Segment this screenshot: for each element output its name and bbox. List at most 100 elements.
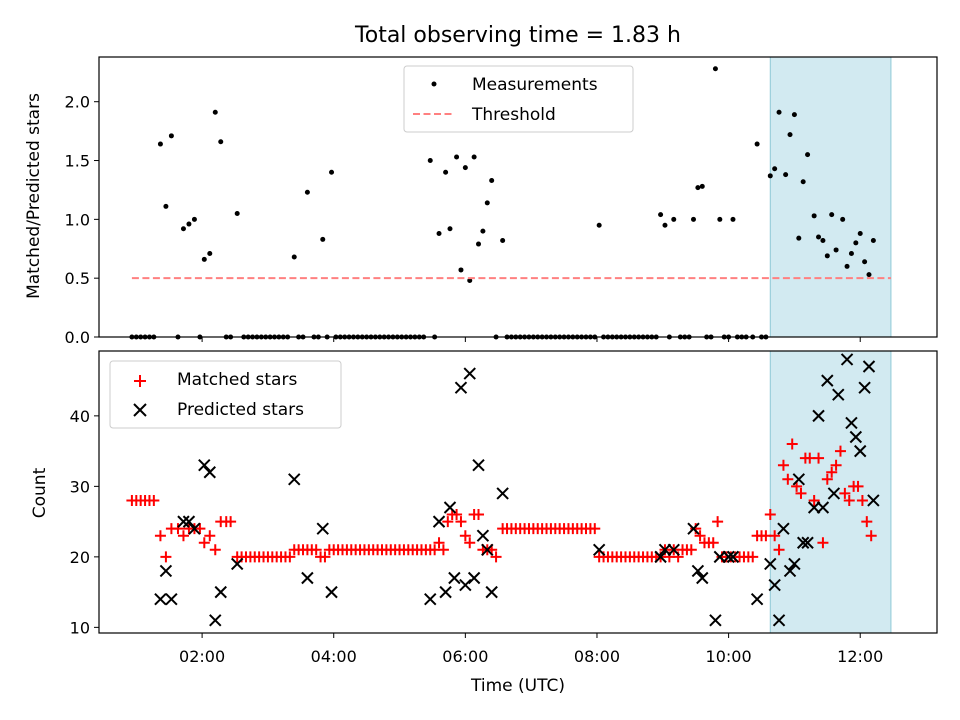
measurement-point bbox=[476, 241, 482, 247]
matched-star-point bbox=[843, 494, 855, 506]
matched-star-point bbox=[473, 509, 485, 521]
matched-star-point bbox=[284, 551, 296, 563]
measurement-point bbox=[848, 250, 854, 256]
predicted-star-point bbox=[862, 360, 876, 373]
measurement-point bbox=[690, 216, 696, 222]
y-tick-label: 1.5 bbox=[65, 152, 90, 171]
y-tick-label: 0.5 bbox=[65, 269, 90, 288]
measurement-point bbox=[201, 256, 207, 262]
matched-star-point bbox=[490, 551, 502, 563]
measurement-point bbox=[447, 226, 453, 232]
measurement-point bbox=[800, 179, 806, 185]
predicted-star-point bbox=[867, 494, 880, 507]
matched-star-point bbox=[194, 523, 206, 535]
bottom-plot-panel: 10 20 30 40 02:00 04:00 06:00 08:00 10:00 12:00 C… bbox=[30, 350, 938, 696]
measurement-point bbox=[662, 222, 668, 228]
predicted-star-point bbox=[827, 487, 841, 500]
bottom-plot-frame bbox=[98, 350, 938, 634]
measurement-point bbox=[180, 226, 186, 232]
predicted-star-point bbox=[448, 571, 461, 585]
measurement-point bbox=[833, 247, 839, 253]
matched-star-point bbox=[839, 487, 851, 499]
bottom-y-axis-label: Count bbox=[30, 467, 50, 518]
measurement-point bbox=[857, 230, 863, 236]
predicted-star-point bbox=[432, 515, 446, 528]
highlight-band bbox=[769, 56, 892, 338]
predicted-star-point bbox=[691, 564, 705, 578]
top-legend-box bbox=[403, 65, 634, 133]
y-tick-label: 1.0 bbox=[65, 210, 90, 229]
matched-star-point bbox=[442, 516, 454, 528]
matched-star-point bbox=[589, 523, 601, 535]
predicted-star-point bbox=[165, 592, 178, 606]
matched-star-point bbox=[319, 551, 331, 563]
measurement-point bbox=[329, 169, 335, 175]
matched-star-point bbox=[808, 494, 820, 506]
measurement-point bbox=[824, 253, 830, 259]
measurement-point bbox=[717, 216, 723, 222]
measurement-point bbox=[787, 132, 793, 138]
matched-star-point bbox=[795, 487, 807, 499]
predicted-star-point bbox=[177, 515, 190, 528]
matched-star-point bbox=[830, 459, 842, 471]
predicted-star-point bbox=[472, 459, 485, 472]
matched-star-point bbox=[786, 438, 798, 450]
x-tick-label: 06:00 bbox=[442, 647, 488, 666]
predicted-star-point bbox=[485, 585, 498, 599]
top-legend: Measurements Threshold bbox=[403, 65, 634, 133]
predicted-star-point bbox=[316, 522, 329, 535]
predicted-star-point bbox=[713, 550, 727, 564]
matched-star-point bbox=[694, 530, 706, 542]
legend-matched-label: Matched stars bbox=[177, 370, 297, 390]
top-plot-panel: 0.00.51.01.52.0 Matched/Predicted stars … bbox=[24, 56, 938, 347]
predicted-star-point bbox=[654, 550, 667, 564]
matched-star-point bbox=[204, 530, 216, 542]
predicted-star-point bbox=[832, 388, 845, 401]
measurement-point bbox=[443, 169, 449, 175]
measurement-point bbox=[862, 259, 868, 265]
predicted-star-point bbox=[726, 550, 740, 564]
x-tick-label: 12:00 bbox=[837, 647, 883, 666]
measurement-point bbox=[218, 139, 224, 145]
y-tick-label: 10 bbox=[70, 618, 90, 637]
measurement-point bbox=[866, 272, 872, 278]
matched-star-point bbox=[769, 530, 781, 542]
matched-star-point bbox=[148, 494, 160, 506]
matched-star-point bbox=[747, 551, 759, 563]
predicted-star-point bbox=[214, 585, 227, 599]
measurement-point bbox=[772, 166, 778, 172]
matched-star-point bbox=[826, 466, 838, 478]
measurement-point bbox=[796, 235, 802, 241]
measurement-point bbox=[805, 152, 811, 158]
x-tick-label: 04:00 bbox=[311, 647, 357, 666]
predicted-star-point bbox=[667, 543, 680, 557]
measurement-point bbox=[212, 109, 218, 115]
matched-star-point bbox=[852, 480, 864, 492]
predicted-star-point bbox=[209, 614, 222, 627]
matched-star-point bbox=[437, 544, 449, 556]
matched-star-point bbox=[464, 537, 476, 549]
measurement-point bbox=[816, 234, 822, 240]
x-tick-label: 02:00 bbox=[179, 647, 225, 666]
measurement-point bbox=[776, 109, 782, 115]
predicted-star-point bbox=[188, 522, 201, 535]
predicted-star-point bbox=[230, 557, 244, 571]
measurement-point bbox=[467, 278, 473, 284]
measurement-point bbox=[767, 173, 773, 179]
matched-star-point bbox=[154, 530, 166, 542]
predicted-star-point bbox=[203, 466, 216, 479]
matched-star-point bbox=[782, 473, 794, 485]
predicted-star-point bbox=[796, 536, 810, 549]
predicted-star-point bbox=[325, 585, 338, 599]
measurement-point bbox=[844, 263, 850, 269]
measurement-point bbox=[462, 165, 468, 171]
matched-star-point bbox=[455, 516, 467, 528]
measurement-point bbox=[699, 183, 705, 189]
matched-star-point bbox=[198, 537, 210, 549]
highlight-band bbox=[769, 350, 892, 634]
legend-predicted-label: Predicted stars bbox=[177, 400, 304, 420]
matched-star-point bbox=[172, 523, 184, 535]
measurement-point bbox=[427, 158, 433, 164]
predicted-star-point bbox=[845, 416, 858, 430]
predicted-star-point bbox=[750, 592, 764, 606]
